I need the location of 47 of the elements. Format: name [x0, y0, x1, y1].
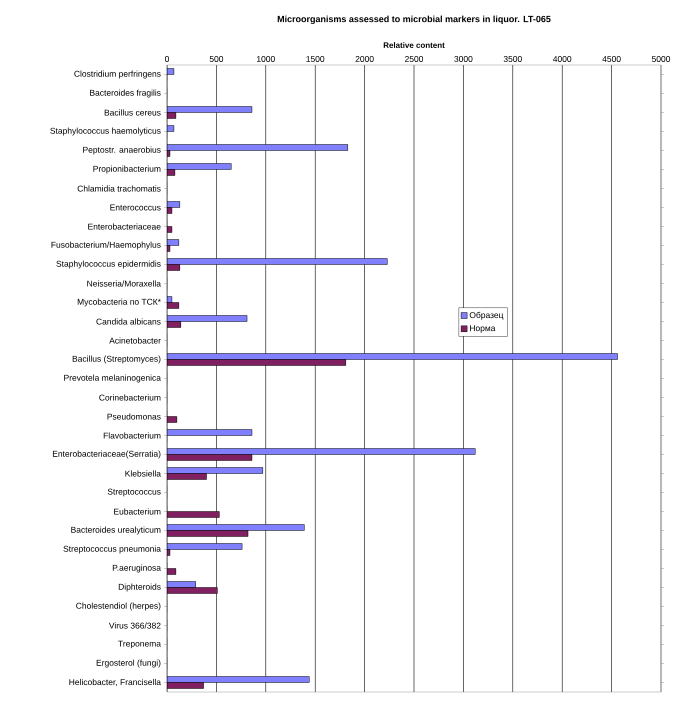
y-tick-label: Bacillus cereus — [104, 109, 161, 116]
y-tick-label: Helicobacter, Francisella — [69, 678, 161, 686]
x-tick-label: 4500 — [602, 56, 621, 62]
y-tick-label: Treponema — [118, 640, 161, 648]
y-tick-label: Staphylococcus haemolyticus — [50, 128, 161, 136]
y-tick-label: Chlamidia trachomatis — [78, 185, 161, 192]
y-tick-label: Neisseria/Moraxella — [87, 280, 161, 287]
x-tick-label: 3500 — [504, 56, 522, 62]
x-tick-label: 0 — [164, 56, 170, 62]
y-tick-label: Streptococcus pneumonia — [63, 546, 161, 554]
y-tick-label: Virus 366/382 — [108, 622, 161, 629]
y-tick-label: Corinebacterium — [99, 394, 160, 401]
x-tick-label: 3000 — [454, 56, 472, 62]
y-tick-label: Staphylococcus epidermidis — [56, 260, 161, 268]
y-tick-label: Klebsiella — [125, 470, 161, 477]
x-tick-label: 500 — [210, 56, 224, 62]
x-tick-label: 2500 — [405, 56, 424, 62]
y-tick-label: P.aeruginosa — [112, 564, 161, 572]
legend-label: Образец — [470, 312, 504, 320]
y-tick-label: Prevotela melaninogenica — [64, 374, 161, 382]
y-tick-label: Clostridium perfringens — [74, 70, 161, 78]
chart-title: Microorganisms assessed to microbial markers in liquor. LT-065 — [278, 16, 551, 24]
y-tick-label: Enterococcus — [110, 204, 161, 210]
y-tick-label: Streptococcus — [108, 488, 161, 496]
x-tick-label: 4000 — [552, 56, 572, 62]
y-tick-label: Fusobacterium/Haemophylus — [52, 242, 161, 250]
y-tick-label: Candida albicans — [96, 318, 161, 325]
y-tick-label: Eubacterium — [114, 508, 160, 515]
y-tick-label: Bacteroides fragilis — [90, 90, 161, 98]
y-tick-label: Acinetobacter — [109, 337, 161, 344]
y-tick-label: Peptostr. anaerobius — [83, 146, 161, 154]
y-tick-label: Enterobacteriaceae — [88, 223, 161, 230]
y-tick-label: Bacillus (Streptomyces) — [72, 356, 160, 364]
x-tick-label: 1500 — [306, 56, 324, 62]
x-tick-label: 5000 — [652, 56, 670, 62]
x-tick-label: 2000 — [356, 56, 374, 62]
y-tick-label: Cholestendiol (herpes) — [76, 602, 160, 610]
legend-label: Норма — [470, 325, 496, 333]
y-tick-label: Enterobacteriaceae(Serratia) — [52, 450, 160, 458]
x-tick-label: 1000 — [257, 56, 275, 62]
y-tick-label: Bacteroides urealyticum — [71, 526, 160, 534]
y-tick-label: Pseudomonas — [108, 413, 161, 420]
y-tick-label: Flavobacterium — [104, 432, 160, 439]
y-tick-label: Diphteroids — [118, 584, 161, 592]
y-tick-label: Mycobacteria по ТСК* — [78, 298, 161, 306]
y-tick-label: Ergosterol (fungi) — [96, 660, 160, 668]
y-tick-label: Propionibacterium — [93, 166, 160, 174]
